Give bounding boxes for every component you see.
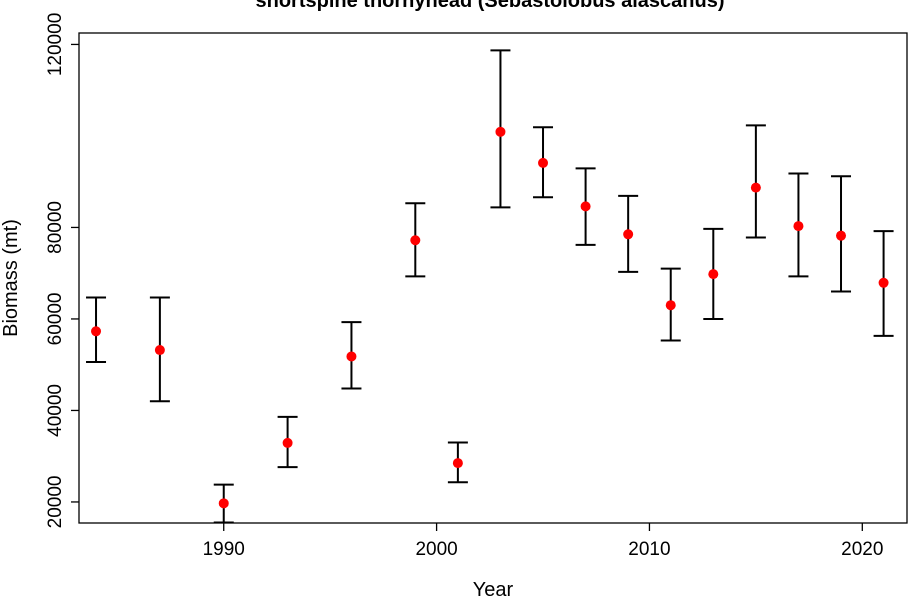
- y-tick-label: 20000: [45, 476, 66, 529]
- y-tick-label: 40000: [45, 384, 66, 437]
- data-point: [452, 458, 463, 469]
- data-point: [708, 269, 719, 280]
- error-bars: [86, 49, 894, 524]
- data-point: [665, 300, 676, 311]
- x-tick-label: 1990: [203, 539, 245, 560]
- data-point: [836, 230, 847, 241]
- x-tick-label: 2010: [628, 539, 670, 560]
- data-point: [218, 498, 229, 509]
- data-points: [91, 126, 889, 509]
- data-point: [346, 351, 357, 362]
- plot-frame: [78, 32, 908, 524]
- data-point: [282, 437, 293, 448]
- x-axis-title: Year: [473, 579, 514, 601]
- y-axis-title: Biomass (mt): [0, 219, 22, 337]
- data-point: [623, 229, 634, 240]
- chart-title: shortspine thornyhead (Sebastolobus alas…: [256, 0, 725, 12]
- data-point: [538, 157, 549, 168]
- data-point: [793, 221, 804, 232]
- x-tick-label: 2020: [841, 539, 883, 560]
- data-point: [495, 126, 506, 137]
- y-tick-label: 80000: [45, 201, 66, 254]
- data-point: [91, 326, 102, 337]
- x-tick-label: 2000: [415, 539, 457, 560]
- y-tick-label: 60000: [45, 293, 66, 346]
- data-point: [410, 235, 421, 246]
- x-axis: 1990 2000 2010 2020: [203, 523, 883, 560]
- data-point: [580, 201, 591, 212]
- y-tick-label: 120000: [45, 13, 66, 76]
- y-axis: 20000 40000 60000 80000 120000: [45, 13, 79, 529]
- data-point: [154, 345, 165, 356]
- data-point: [750, 182, 761, 193]
- data-point: [878, 277, 889, 288]
